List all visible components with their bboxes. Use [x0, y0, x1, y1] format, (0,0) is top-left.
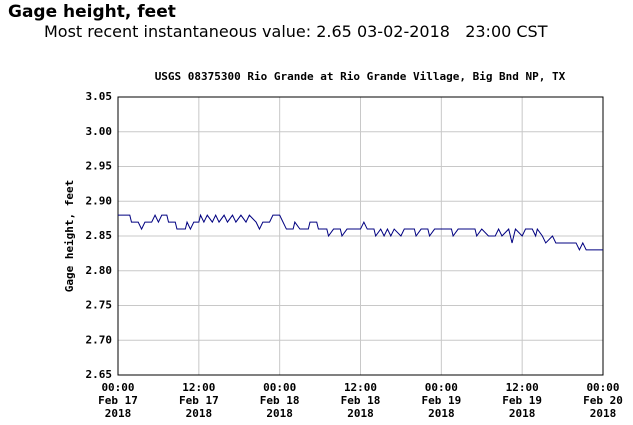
x-tick-label: Feb 17: [98, 394, 138, 407]
x-tick-label: Feb 18: [341, 394, 381, 407]
x-tick-label: 12:00: [506, 381, 539, 394]
x-tick-label: 2018: [590, 407, 617, 420]
x-tick-label: 00:00: [586, 381, 619, 394]
y-tick-label: 3.05: [86, 90, 113, 103]
y-tick-label: 2.65: [86, 368, 113, 381]
x-tick-label: 2018: [347, 407, 374, 420]
x-tick-label: 00:00: [263, 381, 296, 394]
latest-value: Most recent instantaneous value: 2.65 03…: [44, 22, 548, 41]
x-tick-label: 2018: [186, 407, 213, 420]
y-tick-label: 2.75: [86, 299, 113, 312]
x-tick-label: 12:00: [344, 381, 377, 394]
x-tick-label: 00:00: [101, 381, 134, 394]
x-tick-label: 2018: [428, 407, 455, 420]
x-tick-label: Feb 17: [179, 394, 219, 407]
x-tick-label: Feb 20: [583, 394, 623, 407]
chart-title: USGS 08375300 Rio Grande at Rio Grande V…: [155, 70, 566, 83]
x-tick-label: Feb 18: [260, 394, 300, 407]
y-tick-label: 2.90: [86, 194, 113, 207]
x-tick-label: Feb 19: [421, 394, 461, 407]
page-title: Gage height, feet: [8, 2, 176, 22]
x-tick-label: 2018: [266, 407, 293, 420]
y-tick-label: 2.80: [86, 264, 113, 277]
y-tick-label: 2.70: [86, 333, 113, 346]
x-tick-label: 00:00: [425, 381, 458, 394]
y-tick-label: 2.85: [86, 229, 113, 242]
x-tick-label: Feb 19: [502, 394, 542, 407]
y-axis-label: Gage height, feet: [63, 180, 76, 293]
y-tick-label: 2.95: [86, 160, 113, 173]
plot-frame: [117, 96, 604, 376]
y-tick-label: 3.00: [86, 125, 113, 138]
x-tick-label: 2018: [509, 407, 536, 420]
x-tick-label: 12:00: [182, 381, 215, 394]
x-tick-label: 2018: [105, 407, 132, 420]
data-line: [118, 213, 603, 252]
